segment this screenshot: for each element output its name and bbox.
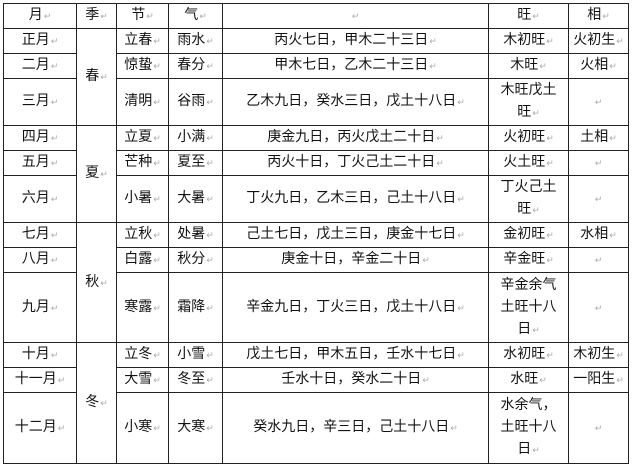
qi-cell: 霜降 [168,272,223,343]
days-cell: 癸水九日，辛三日，己土十八日 [222,392,489,464]
header-xiang: 相 [568,3,629,29]
wang-cell: 木旺戊土旺 [488,78,569,126]
days-cell: 壬水十日，癸水二十日 [222,367,489,393]
month-season-table: 月 季 节 气 旺 相 正月春立春雨水丙火七日，甲木二十三日木初旺火初生二月惊蛰… [3,3,629,464]
month-cell: 十二月 [3,392,77,464]
header-days [222,3,489,29]
days-cell: 庚金十日，辛金二十日 [222,247,489,273]
qi-cell: 冬至 [168,367,223,393]
days-cell: 庚金九日，丙火戊土二十日 [222,125,489,151]
month-cell: 四月 [3,125,77,151]
month-cell: 五月 [3,150,77,176]
days-cell: 丙火十日，丁火己土二十日 [222,150,489,176]
qi-cell: 春分 [168,53,223,79]
wang-cell: 辛金余气土旺十八日 [488,272,569,343]
month-cell: 二月 [3,53,77,79]
season-cell: 冬 [76,342,117,464]
xiang-cell [568,175,629,223]
jie-cell: 立春 [116,28,169,54]
header-season: 季 [76,3,117,29]
jie-cell: 惊蛰 [116,53,169,79]
jie-cell: 芒种 [116,150,169,176]
month-cell: 十月 [3,342,77,368]
xiang-cell [568,247,629,273]
wang-cell: 木旺 [488,53,569,79]
header-month: 月 [3,3,77,29]
qi-cell: 小满 [168,125,223,151]
days-cell: 甲木七日，乙木二十三日 [222,53,489,79]
month-cell: 正月 [3,28,77,54]
table-row: 六月小暑大暑丁火九日，乙木三日，己土十八日丁火己土旺 [3,175,629,223]
header-wang: 旺 [488,3,569,29]
qi-cell: 夏至 [168,150,223,176]
qi-cell: 雨水 [168,28,223,54]
header-row: 月 季 节 气 旺 相 [3,3,629,29]
table-row: 二月 惊蛰春分甲木七日，乙木二十三日木旺火相 [3,53,629,79]
table-row: 十一月 大雪冬至壬水十日，癸水二十日水旺一阳生 [3,367,629,393]
qi-cell: 小雪 [168,342,223,368]
month-cell: 九月 [3,272,77,343]
wang-cell: 水余气，土旺十八日 [488,392,569,464]
month-cell: 十一月 [3,367,77,393]
wang-cell: 水初旺 [488,342,569,368]
qi-cell: 谷雨 [168,78,223,126]
jie-cell: 清明 [116,78,169,126]
table-row: 正月春立春雨水丙火七日，甲木二十三日木初旺火初生 [3,28,629,126]
wang-cell: 丁火己土旺 [488,175,569,223]
xiang-cell [568,150,629,176]
jie-cell: 小寒 [116,392,169,464]
table-row: 十月冬立冬小雪戊土七日，甲木五日，壬水十七日水初旺木初生 [3,342,629,464]
jie-cell: 立夏 [116,125,169,151]
table-row: 九月寒露霜降辛金九日，丁火三日，戊土十八日辛金余气土旺十八日 [3,272,629,343]
table-row: 四月夏立夏小满庚金九日，丙火戊土二十日火初旺土相 [3,125,629,223]
season-cell: 夏 [76,125,117,223]
wang-cell: 水旺 [488,367,569,393]
table-row: 七月秋立秋处暑己土七日，戊土三日，庚金十七日金初旺水相 [3,222,629,343]
wang-cell: 火土旺 [488,150,569,176]
days-cell: 戊土七日，甲木五日，壬水十七日 [222,342,489,368]
xiang-cell: 土相 [568,125,629,151]
jie-cell: 小暑 [116,175,169,223]
xiang-cell: 木初生 [568,342,629,368]
wang-cell: 火初旺 [488,125,569,151]
month-cell: 七月 [3,222,77,248]
days-cell: 己土七日，戊土三日，庚金十七日 [222,222,489,248]
wang-cell: 辛金旺 [488,247,569,273]
xiang-cell [568,78,629,126]
jie-cell: 立冬 [116,342,169,368]
qi-cell: 处暑 [168,222,223,248]
qi-cell: 大暑 [168,175,223,223]
qi-cell: 大寒 [168,392,223,464]
xiang-cell [568,272,629,343]
header-jie: 节 [116,3,169,29]
wang-cell: 木初旺 [488,28,569,54]
xiang-cell: 一阳生 [568,367,629,393]
xiang-cell [568,392,629,464]
wang-cell: 金初旺 [488,222,569,248]
table-row: 五月 芒种夏至丙火十日，丁火己土二十日火土旺 [3,150,629,176]
table-row: 八月 白露秋分庚金十日，辛金二十日辛金旺 [3,247,629,273]
jie-cell: 大雪 [116,367,169,393]
month-cell: 八月 [3,247,77,273]
jie-cell: 立秋 [116,222,169,248]
month-cell: 六月 [3,175,77,223]
qi-cell: 秋分 [168,247,223,273]
days-cell: 辛金九日，丁火三日，戊土十八日 [222,272,489,343]
season-cell: 春 [76,28,117,126]
jie-cell: 寒露 [116,272,169,343]
season-cell: 秋 [76,222,117,343]
xiang-cell: 火相 [568,53,629,79]
days-cell: 丁火九日，乙木三日，己土十八日 [222,175,489,223]
month-cell: 三月 [3,78,77,126]
xiang-cell: 火初生 [568,28,629,54]
xiang-cell: 水相 [568,222,629,248]
jie-cell: 白露 [116,247,169,273]
days-cell: 丙火七日，甲木二十三日 [222,28,489,54]
days-cell: 乙木九日，癸水三日，戊土十八日 [222,78,489,126]
header-qi: 气 [168,3,223,29]
